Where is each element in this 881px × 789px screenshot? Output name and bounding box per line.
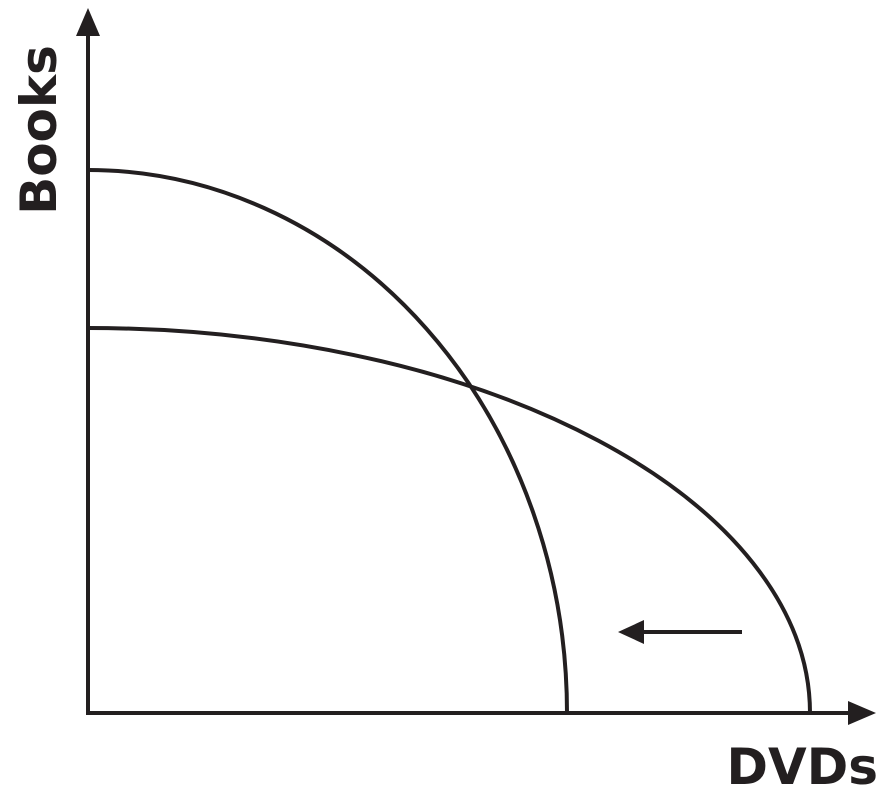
shift-arrowhead: [618, 620, 644, 644]
ppf-curve-steep: [87, 168, 569, 714]
x-axis-arrowhead: [848, 701, 876, 725]
axes: [86, 30, 852, 715]
ppf-curve-flat: [87, 326, 812, 714]
y-axis-arrowhead: [76, 8, 100, 36]
x-axis-label: DVDs: [727, 738, 878, 789]
y-axis-label: Books: [10, 45, 68, 215]
